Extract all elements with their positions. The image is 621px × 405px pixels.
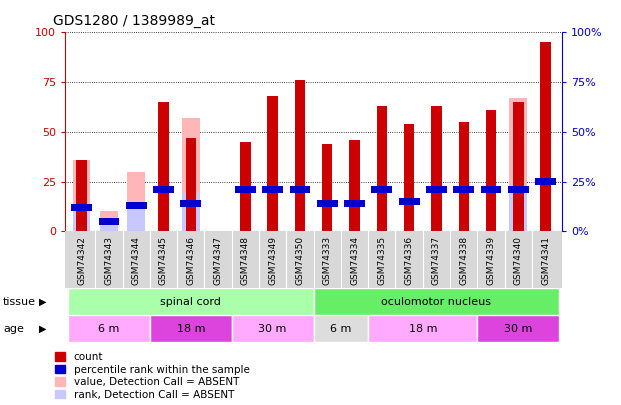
Bar <box>73 207 91 231</box>
Bar <box>486 110 496 231</box>
Text: GSM74346: GSM74346 <box>186 236 195 285</box>
Bar <box>317 200 338 207</box>
Text: GDS1280 / 1389989_at: GDS1280 / 1389989_at <box>53 14 215 28</box>
Bar <box>368 315 478 342</box>
Bar <box>314 315 368 342</box>
Bar <box>99 218 119 225</box>
Bar <box>186 138 196 231</box>
Text: GSM74350: GSM74350 <box>296 236 304 285</box>
Bar <box>127 205 145 231</box>
Legend: count, percentile rank within the sample, value, Detection Call = ABSENT, rank, : count, percentile rank within the sample… <box>55 352 250 400</box>
Text: 18 m: 18 m <box>409 324 437 334</box>
Text: GSM74333: GSM74333 <box>323 236 332 285</box>
Bar <box>509 194 527 231</box>
Text: ▶: ▶ <box>39 296 47 307</box>
Text: GSM74343: GSM74343 <box>104 236 114 285</box>
Text: 6 m: 6 m <box>98 324 120 334</box>
Bar <box>314 288 560 315</box>
Bar <box>240 142 250 231</box>
Bar <box>508 186 528 193</box>
Text: GSM74340: GSM74340 <box>514 236 523 285</box>
Bar <box>344 200 365 207</box>
Bar <box>377 106 387 231</box>
Text: spinal cord: spinal cord <box>160 296 221 307</box>
Bar <box>71 204 92 211</box>
Bar <box>431 106 442 231</box>
Bar <box>76 160 87 231</box>
Text: GSM74349: GSM74349 <box>268 236 277 285</box>
Bar <box>126 202 147 209</box>
Bar <box>295 80 305 231</box>
Bar <box>127 172 145 231</box>
Bar <box>322 144 332 231</box>
Bar <box>232 315 314 342</box>
Bar <box>68 315 150 342</box>
Bar <box>289 186 310 193</box>
Bar <box>513 102 524 231</box>
Bar <box>153 186 174 193</box>
Text: ▶: ▶ <box>39 324 47 334</box>
Text: GSM74338: GSM74338 <box>460 236 468 285</box>
Bar <box>180 200 201 207</box>
Bar <box>399 198 420 205</box>
Bar <box>540 43 551 231</box>
Bar <box>158 102 169 231</box>
Text: GSM74348: GSM74348 <box>241 236 250 285</box>
Text: tissue: tissue <box>3 296 36 307</box>
Text: GSM74345: GSM74345 <box>159 236 168 285</box>
Bar <box>404 124 414 231</box>
Text: 6 m: 6 m <box>330 324 351 334</box>
Bar <box>481 186 501 193</box>
Bar <box>182 194 199 231</box>
Text: 18 m: 18 m <box>176 324 205 334</box>
Text: 30 m: 30 m <box>258 324 287 334</box>
Bar <box>268 96 278 231</box>
Bar <box>478 315 560 342</box>
Bar <box>182 118 199 231</box>
Text: GSM74339: GSM74339 <box>486 236 496 285</box>
Bar <box>458 122 469 231</box>
Text: oculomotor nucleus: oculomotor nucleus <box>381 296 491 307</box>
Text: GSM74341: GSM74341 <box>541 236 550 285</box>
Bar <box>509 98 527 231</box>
Bar <box>426 186 447 193</box>
Bar <box>371 186 392 193</box>
Text: GSM74334: GSM74334 <box>350 236 359 285</box>
Bar <box>68 288 314 315</box>
Bar <box>535 178 556 185</box>
Bar <box>73 160 91 231</box>
Text: age: age <box>3 324 24 334</box>
Text: GSM74344: GSM74344 <box>132 236 141 285</box>
Text: 30 m: 30 m <box>504 324 533 334</box>
Text: GSM74337: GSM74337 <box>432 236 441 285</box>
Bar <box>262 186 283 193</box>
Bar <box>453 186 474 193</box>
Bar <box>150 315 232 342</box>
Bar <box>235 186 256 193</box>
Bar <box>100 211 118 231</box>
Text: GSM74342: GSM74342 <box>77 236 86 285</box>
Text: GSM74335: GSM74335 <box>378 236 386 285</box>
Text: GSM74347: GSM74347 <box>214 236 222 285</box>
Text: GSM74336: GSM74336 <box>405 236 414 285</box>
Bar <box>100 221 118 231</box>
Bar <box>350 140 360 231</box>
